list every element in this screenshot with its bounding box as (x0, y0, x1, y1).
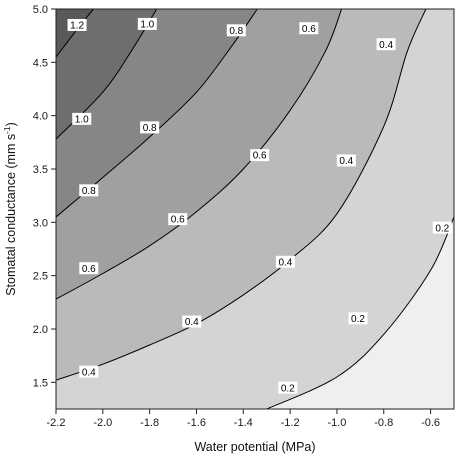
contour-label-box (432, 221, 452, 234)
fill-region-5 (56, 9, 157, 140)
plot-frame (55, 8, 455, 410)
contour-label-box (336, 154, 356, 167)
x-tick-label: -0.6 (421, 417, 440, 429)
contour-labels: 0.2 0.2 0.2 0.4 0.4 0.4 0.4 0.4 0.6 0.6 0.6 0.6 0.8 0… (67, 17, 452, 394)
contour-label-box (79, 262, 99, 275)
contour-label-text: 1.0 (75, 114, 89, 125)
contour-label-box (376, 38, 396, 51)
y-tick-label: 1.5 (33, 377, 48, 389)
contour-label: 0.6 (299, 22, 319, 35)
contour-label-box (299, 22, 319, 35)
contour-label: 0.2 (348, 312, 368, 325)
x-tick-label: -1.4 (234, 417, 253, 429)
contour-label-text: 0.2 (351, 314, 365, 325)
contour-label: 0.4 (376, 38, 396, 51)
contour-label: 0.4 (336, 154, 356, 167)
contour-label: 0.8 (79, 184, 99, 197)
contour-label: 0.6 (250, 149, 270, 162)
contour-label: 1.2 (67, 19, 87, 32)
contour-label-text: 0.6 (171, 215, 185, 226)
contour-label-text: 0.4 (185, 317, 199, 328)
contour-label-box (67, 19, 87, 31)
x-axis-title: Water potential (MPa) (194, 440, 315, 454)
contour-label-box (182, 315, 202, 328)
x-axis: -2.2 -2.0 -1.8 -1.6 -1.4 -1.2 -1.0 -0.8 -0.6 (47, 409, 440, 429)
contour-line (266, 216, 454, 409)
contour-label: 0.2 (278, 381, 298, 394)
contour-label: 0.4 (79, 365, 99, 378)
x-tick-label: -1.2 (281, 417, 300, 429)
contour-label-text: 1.2 (70, 21, 84, 32)
contour-label-text: 0.8 (229, 26, 243, 37)
contour-label: 0.6 (168, 213, 188, 226)
contour-label: 0.8 (226, 24, 246, 37)
contour-fill-regions (56, 9, 454, 409)
contour-label-text: 0.4 (339, 156, 353, 167)
y-tick-label: 2.0 (33, 324, 48, 336)
contour-label-box (79, 365, 99, 378)
contour-label-box (278, 381, 298, 394)
contour-label-text: 0.4 (278, 257, 292, 268)
y-axis-title: Stomatal conductance (mm s-1) (2, 122, 18, 296)
contour-line (56, 9, 343, 300)
y-tick-label: 5.0 (33, 4, 48, 16)
contour-label: 0.4 (182, 315, 202, 328)
y-tick-label: 4.0 (33, 111, 48, 123)
contour-label-text: 0.4 (379, 40, 393, 51)
contour-label-box (140, 121, 160, 134)
contour-label-text: 0.6 (82, 264, 96, 275)
contour-label-box (250, 149, 270, 162)
contour-label: 0.4 (275, 255, 295, 268)
contour-label: 0.8 (140, 121, 160, 134)
fill-region-6 (56, 9, 94, 57)
contour-label-text: 0.8 (143, 123, 157, 134)
contour-label-box (226, 24, 246, 37)
contour-label-box (72, 112, 92, 125)
contour-line (56, 9, 94, 58)
contour-label: 1.0 (72, 112, 92, 125)
contour-label-box (79, 184, 99, 197)
contour-label: 0.6 (79, 262, 99, 275)
x-tick-label: -2.2 (47, 417, 66, 429)
contour-label: 1.0 (137, 17, 157, 31)
contour-label-text: 0.6 (302, 24, 316, 35)
contour-label-text: 0.2 (435, 223, 449, 234)
y-axis-title-close: ) (4, 122, 18, 126)
contour-label-text: 1.0 (140, 20, 154, 31)
contour-lines (56, 9, 454, 409)
contour-line (56, 9, 427, 381)
contour-label-box (168, 213, 188, 226)
contour-label-text: 0.2 (281, 383, 295, 394)
y-tick-label: 3.5 (33, 164, 48, 176)
contour-label-text: 0.8 (82, 186, 96, 197)
y-axis-title-superscript: -1 (2, 126, 12, 134)
x-tick-label: -2.0 (93, 417, 112, 429)
x-tick-label: -1.8 (140, 417, 159, 429)
contour-label-text: 0.4 (82, 367, 96, 378)
x-tick-label: -1.0 (327, 417, 346, 429)
x-tick-label: -0.8 (374, 417, 393, 429)
contour-line (56, 9, 258, 218)
y-tick-label: 3.0 (33, 217, 48, 229)
contour-label-text: 0.6 (253, 151, 267, 162)
y-axis-title-main: Stomatal conductance (mm s (4, 134, 18, 296)
x-tick-label: -1.6 (187, 417, 206, 429)
contour-label-box (275, 255, 295, 268)
y-tick-label: 2.5 (33, 271, 48, 283)
y-tick-label: 4.5 (33, 57, 48, 69)
contour-label-box (348, 312, 368, 325)
contour-label-box (137, 17, 157, 30)
y-axis: 1.5 2.0 2.5 3.0 3.5 4.0 4.5 5.0 (33, 4, 56, 389)
contour-label: 0.2 (432, 221, 452, 234)
